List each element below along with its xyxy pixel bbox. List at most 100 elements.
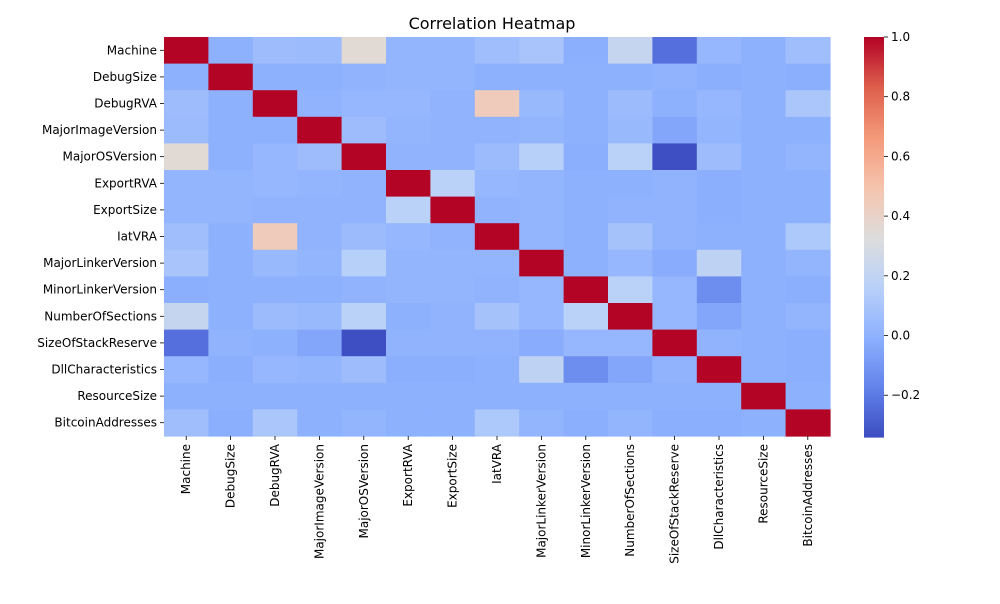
- heatmap-cell-9-1: [208, 276, 254, 304]
- heatmap-cell-6-9: [563, 196, 609, 224]
- colorbar-segment: [864, 243, 884, 246]
- colorbar-segment: [864, 241, 884, 244]
- heatmap-cell-7-5: [386, 223, 431, 251]
- heatmap-cell-2-9: [563, 90, 609, 118]
- heatmap-cell-14-10: [608, 409, 653, 437]
- colorbar-segment: [864, 417, 884, 420]
- colorbar-segment: [864, 343, 884, 346]
- colorbar-segment: [864, 421, 884, 424]
- colorbar-segment: [864, 323, 884, 326]
- colorbar-segment: [864, 411, 884, 414]
- heatmap-cell-14-8: [519, 409, 565, 437]
- heatmap-cell-7-10: [608, 223, 653, 251]
- colorbar-segment: [864, 317, 884, 320]
- heatmap-cell-13-6: [430, 382, 476, 410]
- heatmap-cell-3-14: [785, 116, 831, 144]
- colorbar-segment: [864, 255, 884, 258]
- y-tick-label: DllCharacteristics: [51, 363, 157, 377]
- heatmap-cell-6-13: [741, 196, 787, 224]
- colorbar-segment: [864, 61, 884, 64]
- x-tick-label: IatVRA: [490, 443, 504, 484]
- colorbar-segment: [864, 245, 884, 248]
- colorbar-segment: [864, 435, 884, 438]
- colorbar-segment: [864, 327, 884, 330]
- heatmap-cell-12-8: [519, 356, 565, 384]
- colorbar-segment: [864, 375, 884, 378]
- heatmap-cell-10-1: [208, 303, 254, 331]
- x-tick-label: Machine: [179, 444, 193, 494]
- heatmap-cell-4-14: [785, 143, 831, 171]
- heatmap-cell-4-1: [208, 143, 254, 171]
- colorbar-segment: [864, 335, 884, 338]
- heatmap-cell-2-12: [696, 90, 742, 118]
- colorbar-segment: [864, 143, 884, 146]
- heatmap-cell-13-5: [386, 382, 431, 410]
- heatmap-cell-5-5: [386, 170, 431, 198]
- heatmap-cell-3-9: [563, 116, 609, 144]
- heatmap-cell-11-6: [430, 329, 476, 357]
- heatmap-cell-6-14: [785, 196, 831, 224]
- colorbar-segment: [864, 265, 884, 268]
- colorbar-segment: [864, 399, 884, 402]
- colorbar-segment: [864, 119, 884, 122]
- colorbar-segment: [864, 337, 884, 340]
- heatmap-cell-6-6: [430, 196, 476, 224]
- colorbar-segment: [864, 269, 884, 272]
- heatmap-cell-3-13: [741, 116, 787, 144]
- colorbar-segment: [864, 195, 884, 198]
- colorbar-segment: [864, 307, 884, 310]
- colorbar-segment: [864, 169, 884, 172]
- heatmap-cell-14-2: [252, 409, 298, 437]
- heatmap-cell-1-13: [741, 63, 787, 91]
- heatmap-cell-12-6: [430, 356, 476, 384]
- heatmap-cell-11-2: [252, 329, 298, 357]
- heatmap-cell-0-4: [341, 37, 387, 65]
- colorbar-segment: [864, 283, 884, 286]
- heatmap-cell-5-4: [341, 170, 387, 198]
- x-tick-labels: Machine DebugSize DebugRVA MajorImageVersio…: [179, 436, 815, 564]
- colorbar-segment: [864, 219, 884, 222]
- heatmap-cell-6-10: [608, 196, 653, 224]
- y-tick-label: ResourceSize: [77, 389, 157, 403]
- heatmap-cell-0-6: [430, 37, 476, 65]
- heatmap-cell-9-13: [741, 276, 787, 304]
- heatmap-cell-2-1: [208, 90, 254, 118]
- colorbar-segment: [864, 121, 884, 124]
- heatmap-cell-14-1: [208, 409, 254, 437]
- heatmap-cell-10-7: [474, 303, 520, 331]
- heatmap-cell-14-7: [474, 409, 520, 437]
- heatmap-cell-9-7: [474, 276, 520, 304]
- heatmap-cell-6-8: [519, 196, 565, 224]
- colorbar-segment: [864, 113, 884, 116]
- heatmap-cell-11-10: [608, 329, 653, 357]
- heatmap-cell-6-7: [474, 196, 520, 224]
- colorbar-segment: [864, 395, 884, 398]
- colorbar-segment: [864, 247, 884, 250]
- colorbar-segment: [864, 189, 884, 192]
- colorbar-tick-label: 0.8: [891, 90, 910, 104]
- heatmap-cell-12-1: [208, 356, 254, 384]
- colorbar-segment: [864, 145, 884, 148]
- colorbar-segment: [864, 65, 884, 68]
- colorbar-segment: [864, 357, 884, 360]
- heatmap-cell-3-12: [696, 116, 742, 144]
- heatmap-cell-3-1: [208, 116, 254, 144]
- heatmap-cell-1-12: [696, 63, 742, 91]
- heatmap-cell-8-12: [696, 249, 742, 277]
- heatmap-cell-0-0: [164, 37, 209, 65]
- heatmap-cell-5-2: [252, 170, 298, 198]
- colorbar-tick-label: 0.6: [891, 149, 910, 163]
- colorbar-segment: [864, 75, 884, 78]
- colorbar-segment: [864, 57, 884, 60]
- colorbar-segment: [864, 173, 884, 176]
- heatmap-cell-12-2: [252, 356, 298, 384]
- colorbar-segment: [864, 87, 884, 90]
- heatmap-cell-9-6: [430, 276, 476, 304]
- colorbar-segment: [864, 349, 884, 352]
- colorbar-segment: [864, 39, 884, 42]
- heatmap-cell-6-5: [386, 196, 431, 224]
- colorbar-segment: [864, 291, 884, 294]
- heatmap-cell-9-11: [652, 276, 698, 304]
- colorbar-segment: [864, 403, 884, 406]
